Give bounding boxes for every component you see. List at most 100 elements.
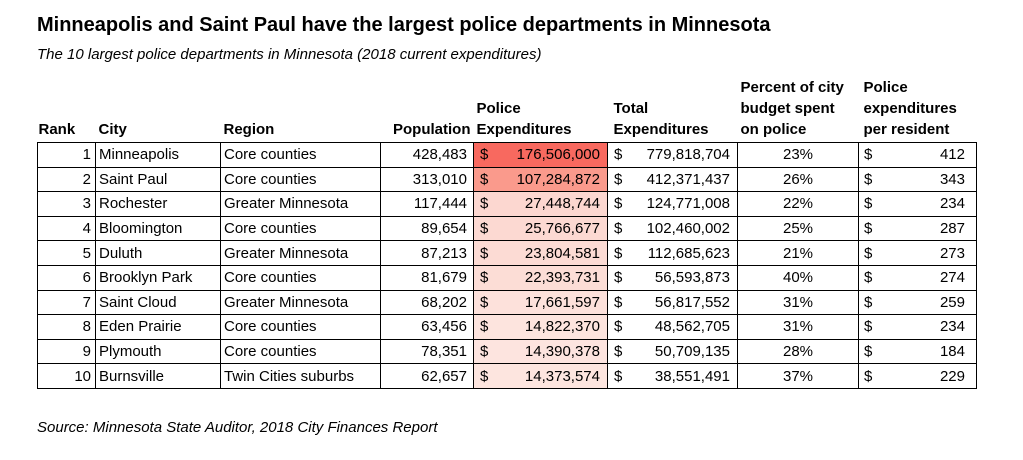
percent-budget-cell: 26%: [737, 166, 859, 193]
amount: 14,373,574: [524, 367, 600, 385]
currency-symbol: $: [864, 195, 873, 213]
money-value: $343: [860, 168, 976, 191]
police-expenditures-cell: $14,373,574: [473, 363, 608, 389]
money-value: $14,390,378: [475, 340, 607, 363]
police-expenditures-cell: $14,390,378: [473, 338, 608, 365]
currency-symbol: $: [480, 195, 489, 213]
rank-cell: 5: [37, 240, 96, 266]
population-cell: 63,456: [380, 314, 474, 340]
percent-budget-cell: 31%: [737, 314, 859, 340]
police-expenditures-cell: $23,804,581: [473, 240, 608, 266]
currency-symbol: $: [480, 170, 489, 188]
currency-symbol: $: [614, 318, 623, 336]
police-expenditures-cell: $22,393,731: [473, 264, 608, 291]
currency-symbol: $: [480, 269, 489, 287]
currency-symbol: $: [614, 343, 623, 361]
total-expenditures-cell: $412,371,437: [607, 166, 738, 193]
currency-symbol: $: [614, 195, 623, 213]
total-expenditures-cell: $48,562,705: [607, 314, 738, 340]
table-row: 7 Saint Cloud Greater Minnesota 68,202 $17,6…: [37, 289, 977, 316]
total-expenditures-cell: $779,818,704: [607, 142, 738, 168]
per-resident-cell: $234: [858, 191, 977, 217]
amount: 112,685,623: [647, 244, 730, 262]
amount: 27,448,744: [524, 195, 600, 213]
col-header-region: Region: [223, 121, 275, 138]
city-cell: Rochester: [95, 191, 221, 217]
region-cell: Greater Minnesota: [220, 191, 381, 217]
money-value: $259: [860, 291, 976, 314]
population-cell: 62,657: [380, 363, 474, 389]
total-expenditures-cell: $56,817,552: [607, 289, 738, 316]
currency-symbol: $: [864, 220, 873, 238]
per-resident-cell: $343: [858, 166, 977, 193]
amount: 22,393,731: [524, 269, 600, 287]
money-value: $234: [860, 316, 976, 339]
col-header-rank: Rank: [38, 121, 76, 138]
amount: 14,822,370: [524, 318, 600, 336]
city-cell: Bloomington: [95, 215, 221, 242]
population-cell: 313,010: [380, 166, 474, 193]
col-header-city: City: [98, 121, 127, 138]
amount: 56,593,873: [654, 269, 730, 287]
region-cell: Core counties: [220, 314, 381, 340]
percent-budget-cell: 28%: [737, 338, 859, 365]
rank-cell: 4: [37, 215, 96, 242]
amount: 229: [939, 367, 965, 385]
total-expenditures-cell: $112,685,623: [607, 240, 738, 266]
police-expenditures-cell: $107,284,872: [473, 166, 608, 193]
region-cell: Greater Minnesota: [220, 240, 381, 266]
money-value: $107,284,872: [475, 168, 607, 191]
amount: 779,818,704: [646, 146, 730, 164]
police-expenditures-cell: $17,661,597: [473, 289, 608, 316]
amount: 23,804,581: [524, 244, 600, 262]
rank-cell: 6: [37, 264, 96, 291]
amount: 48,562,705: [654, 318, 730, 336]
currency-symbol: $: [614, 367, 623, 385]
table-row: 6 Brooklyn Park Core counties 81,679 $22,393…: [37, 264, 977, 291]
money-value: $48,562,705: [609, 316, 737, 339]
percent-budget-cell: 23%: [737, 142, 859, 168]
amount: 25,766,677: [524, 220, 600, 238]
table-row: 3 Rochester Greater Minnesota 117,444 $27,44…: [37, 191, 977, 217]
money-value: $27,448,744: [475, 193, 607, 216]
table-row: 1 Minneapolis Core counties 428,483 $176,506…: [37, 142, 977, 168]
money-value: $25,766,677: [475, 217, 607, 240]
currency-symbol: $: [480, 146, 489, 164]
currency-symbol: $: [614, 293, 623, 311]
money-value: $102,460,002: [609, 217, 737, 240]
money-value: $17,661,597: [475, 291, 607, 314]
currency-symbol: $: [614, 244, 623, 262]
amount: 184: [939, 343, 965, 361]
rank-cell: 8: [37, 314, 96, 340]
amount: 107,284,872: [516, 170, 600, 188]
money-value: $412: [860, 143, 976, 166]
money-value: $184: [860, 340, 976, 363]
currency-symbol: $: [480, 367, 489, 385]
population-cell: 68,202: [380, 289, 474, 316]
city-cell: Minneapolis: [95, 142, 221, 168]
amount: 14,390,378: [524, 343, 600, 361]
per-resident-cell: $412: [858, 142, 977, 168]
money-value: $287: [860, 217, 976, 240]
amount: 38,551,491: [654, 367, 730, 385]
table-row: 4 Bloomington Core counties 89,654 $25,766,6…: [37, 215, 977, 242]
money-value: $124,771,008: [609, 193, 737, 216]
city-cell: Eden Prairie: [95, 314, 221, 340]
per-resident-cell: $274: [858, 264, 977, 291]
currency-symbol: $: [480, 318, 489, 336]
money-value: $273: [860, 242, 976, 265]
currency-symbol: $: [614, 170, 623, 188]
percent-budget-cell: 21%: [737, 240, 859, 266]
region-cell: Core counties: [220, 142, 381, 168]
money-value: $176,506,000: [475, 143, 607, 166]
per-resident-cell: $259: [858, 289, 977, 316]
percent-budget-cell: 22%: [737, 191, 859, 217]
police-expenditures-cell: $14,822,370: [473, 314, 608, 340]
region-cell: Greater Minnesota: [220, 289, 381, 316]
city-cell: Burnsville: [95, 363, 221, 389]
col-header-percent-budget: Percent of city budget spent on police: [740, 79, 844, 138]
money-value: $56,817,552: [609, 291, 737, 314]
amount: 273: [939, 244, 965, 262]
currency-symbol: $: [864, 244, 873, 262]
currency-symbol: $: [864, 146, 873, 164]
